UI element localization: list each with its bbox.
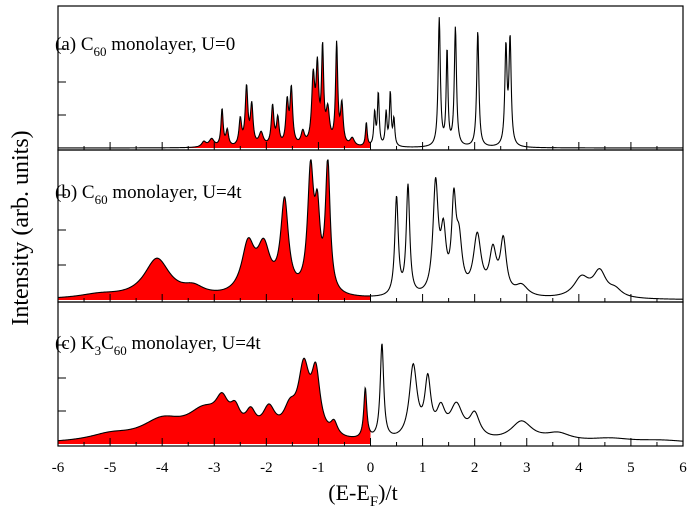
x-tick-label: 3 xyxy=(523,460,531,476)
x-tick-label: -1 xyxy=(312,460,325,476)
panel-frame-0 xyxy=(57,5,684,151)
panel-c-label: (c) K3C60 monolayer, U=4t xyxy=(55,333,261,358)
x-tick-label: 6 xyxy=(679,460,687,476)
x-tick-label: -4 xyxy=(156,460,169,476)
x-tick-label: 0 xyxy=(367,460,375,476)
x-tick-label: -6 xyxy=(52,460,65,476)
occupied-fill-0 xyxy=(58,40,371,148)
occupied-fill-2 xyxy=(58,358,371,444)
x-axis-title: (E-EF)/t xyxy=(328,480,397,510)
y-axis-title: Intensity (arb. units) xyxy=(8,130,34,325)
panel-a-label: (a) C60 monolayer, U=0 xyxy=(55,34,235,59)
panels xyxy=(57,5,684,447)
dos-curve-2 xyxy=(57,343,684,442)
x-tick-label: 1 xyxy=(419,460,427,476)
x-tick-label: -5 xyxy=(104,460,117,476)
x-tick-label: -3 xyxy=(208,460,221,476)
panel-b-label: (b) C60 monolayer, U=4t xyxy=(55,182,242,207)
x-axis: -6 -5 -4 -3 -2 -1 0 1 2 3 4 5 6 xyxy=(52,460,687,476)
x-tick-label: -2 xyxy=(260,460,273,476)
x-tick-label: 5 xyxy=(627,460,635,476)
x-tick-label: 2 xyxy=(471,460,479,476)
x-tick-label: 4 xyxy=(575,460,583,476)
